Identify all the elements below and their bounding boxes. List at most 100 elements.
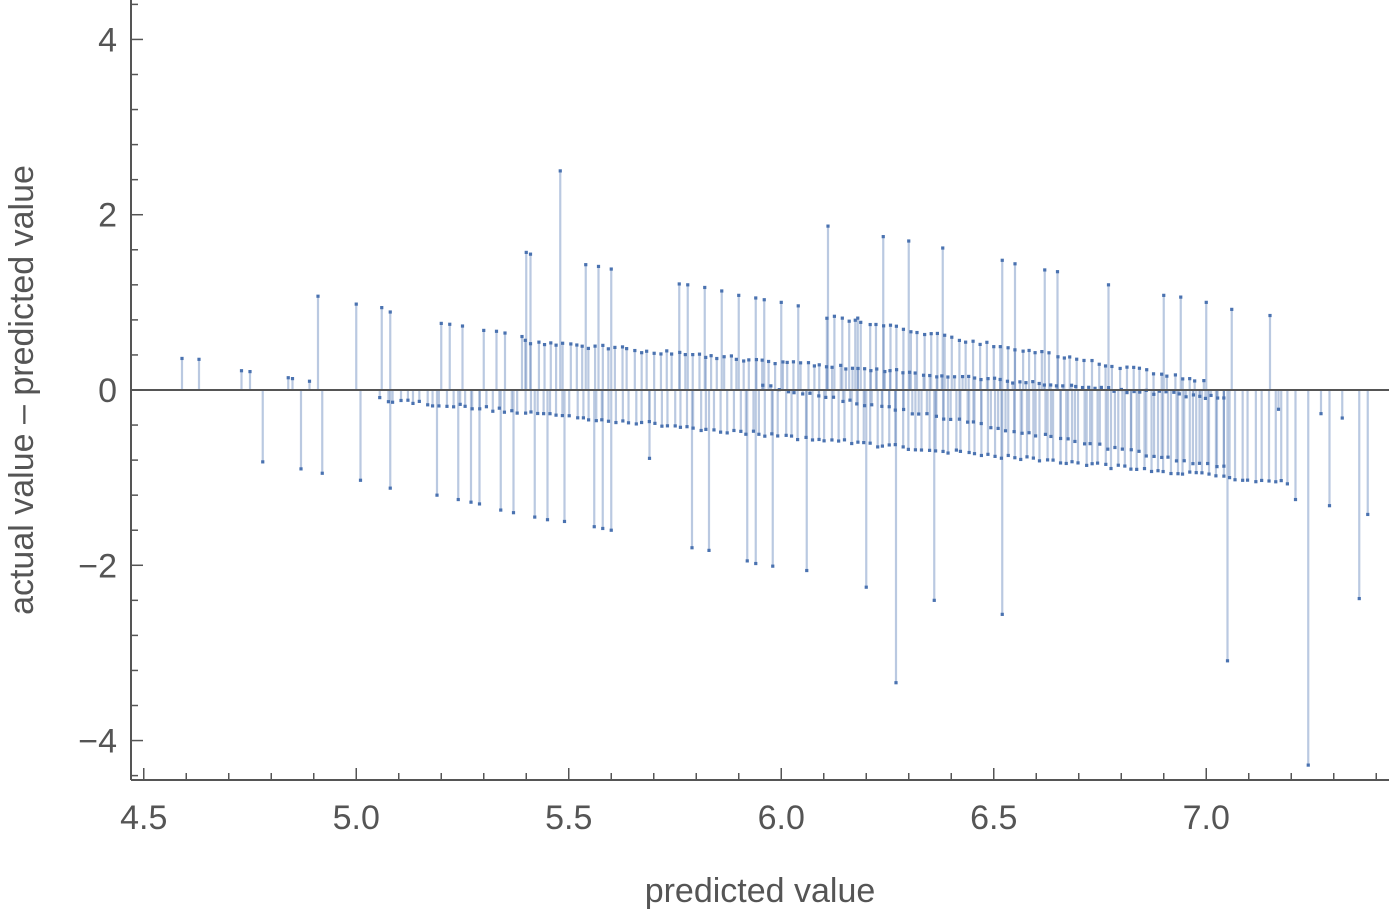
- residual-point: [882, 324, 886, 328]
- residual-point: [932, 598, 936, 602]
- residual-point: [528, 252, 533, 256]
- residual-point: [1006, 346, 1010, 350]
- residual-point: [437, 404, 441, 408]
- residual-point: [625, 347, 629, 351]
- residual-point: [482, 328, 486, 333]
- residual-point: [426, 403, 430, 407]
- residual-point: [859, 320, 863, 324]
- residual-point: [378, 396, 382, 400]
- residual-point: [586, 346, 590, 351]
- residual-point: [1068, 355, 1072, 359]
- residual-point: [825, 316, 829, 320]
- residual-point: [950, 335, 954, 339]
- residual-point: [601, 526, 605, 531]
- residual-point: [478, 407, 482, 411]
- residual-point: [1098, 442, 1102, 446]
- residual-point: [841, 399, 845, 404]
- residual-point: [652, 351, 656, 355]
- residual-point: [1181, 377, 1185, 381]
- residual-point: [601, 343, 605, 347]
- residual-point: [1214, 474, 1218, 478]
- residual-point: [1033, 351, 1037, 355]
- residual-point: [529, 410, 533, 414]
- residual-point: [524, 250, 528, 255]
- residual-point: [390, 400, 395, 404]
- residual-point: [1340, 416, 1344, 420]
- residual-point: [533, 515, 537, 519]
- residual-point: [1132, 389, 1136, 394]
- residual-point: [703, 285, 707, 290]
- residual-point: [1165, 374, 1169, 378]
- residual-point: [1164, 390, 1168, 394]
- residual-point: [1099, 385, 1103, 390]
- residual-point: [354, 302, 358, 306]
- residual-point: [1097, 362, 1101, 366]
- residual-point: [831, 395, 836, 399]
- residual-point: [864, 585, 868, 589]
- residual-point: [927, 448, 932, 452]
- x-tick-label: 4.5: [120, 799, 167, 837]
- residual-point: [862, 404, 867, 408]
- residual-point: [1179, 295, 1183, 299]
- residual-point: [510, 409, 514, 413]
- residual-point: [824, 365, 829, 369]
- residual-point: [491, 409, 495, 413]
- residual-point: [584, 263, 588, 267]
- residual-point: [685, 425, 689, 429]
- residual-point: [913, 448, 918, 452]
- residual-point: [1051, 458, 1055, 462]
- x-tick-label: 7.0: [1183, 799, 1230, 837]
- residual-point: [1011, 381, 1015, 385]
- residual-point: [817, 394, 821, 398]
- residual-point: [876, 445, 880, 449]
- residual-point: [299, 467, 303, 471]
- residual-points: [180, 169, 1370, 767]
- residual-point: [515, 411, 519, 415]
- residual-point: [847, 319, 851, 323]
- residual-point: [1025, 455, 1029, 459]
- residual-point: [1276, 407, 1281, 411]
- residual-point: [967, 450, 971, 455]
- residual-point: [1319, 412, 1323, 416]
- residual-point: [960, 374, 965, 379]
- residual-point: [1142, 466, 1147, 471]
- residual-point: [1120, 447, 1124, 451]
- residual-point: [1058, 436, 1063, 441]
- residual-point: [754, 357, 759, 362]
- residual-point: [388, 310, 392, 314]
- residual-point: [645, 349, 649, 353]
- residual-point: [894, 324, 899, 328]
- residual-point: [647, 419, 651, 424]
- residual-point: [883, 369, 887, 374]
- residual-point: [1230, 307, 1234, 311]
- residual-point: [536, 411, 540, 416]
- residual-point: [943, 333, 947, 337]
- residual-point: [683, 352, 687, 357]
- residual-point: [1073, 439, 1077, 444]
- residual-point: [502, 410, 507, 414]
- residual-point: [957, 417, 962, 421]
- residual-point: [653, 421, 657, 425]
- residual-point: [600, 418, 604, 422]
- residual-point: [1006, 453, 1010, 458]
- residual-point: [992, 376, 997, 380]
- residual-point: [1040, 349, 1044, 354]
- residual-point: [614, 420, 618, 425]
- residual-point: [1207, 472, 1211, 476]
- residual-point: [380, 306, 384, 310]
- residual-point: [620, 345, 625, 349]
- residual-point: [445, 404, 449, 408]
- residual-point: [928, 373, 932, 378]
- residual-point: [796, 438, 800, 442]
- residual-point: [989, 426, 993, 430]
- residual-point: [560, 413, 564, 418]
- residual-point: [1000, 258, 1004, 262]
- residual-point: [1045, 458, 1050, 462]
- residual-point: [554, 413, 558, 417]
- x-axis-title: predicted value: [645, 872, 876, 910]
- residual-point: [1085, 463, 1089, 467]
- residual-point: [1069, 383, 1074, 387]
- residual-point: [979, 421, 983, 426]
- residual-point: [621, 419, 625, 423]
- residual-point: [562, 519, 567, 524]
